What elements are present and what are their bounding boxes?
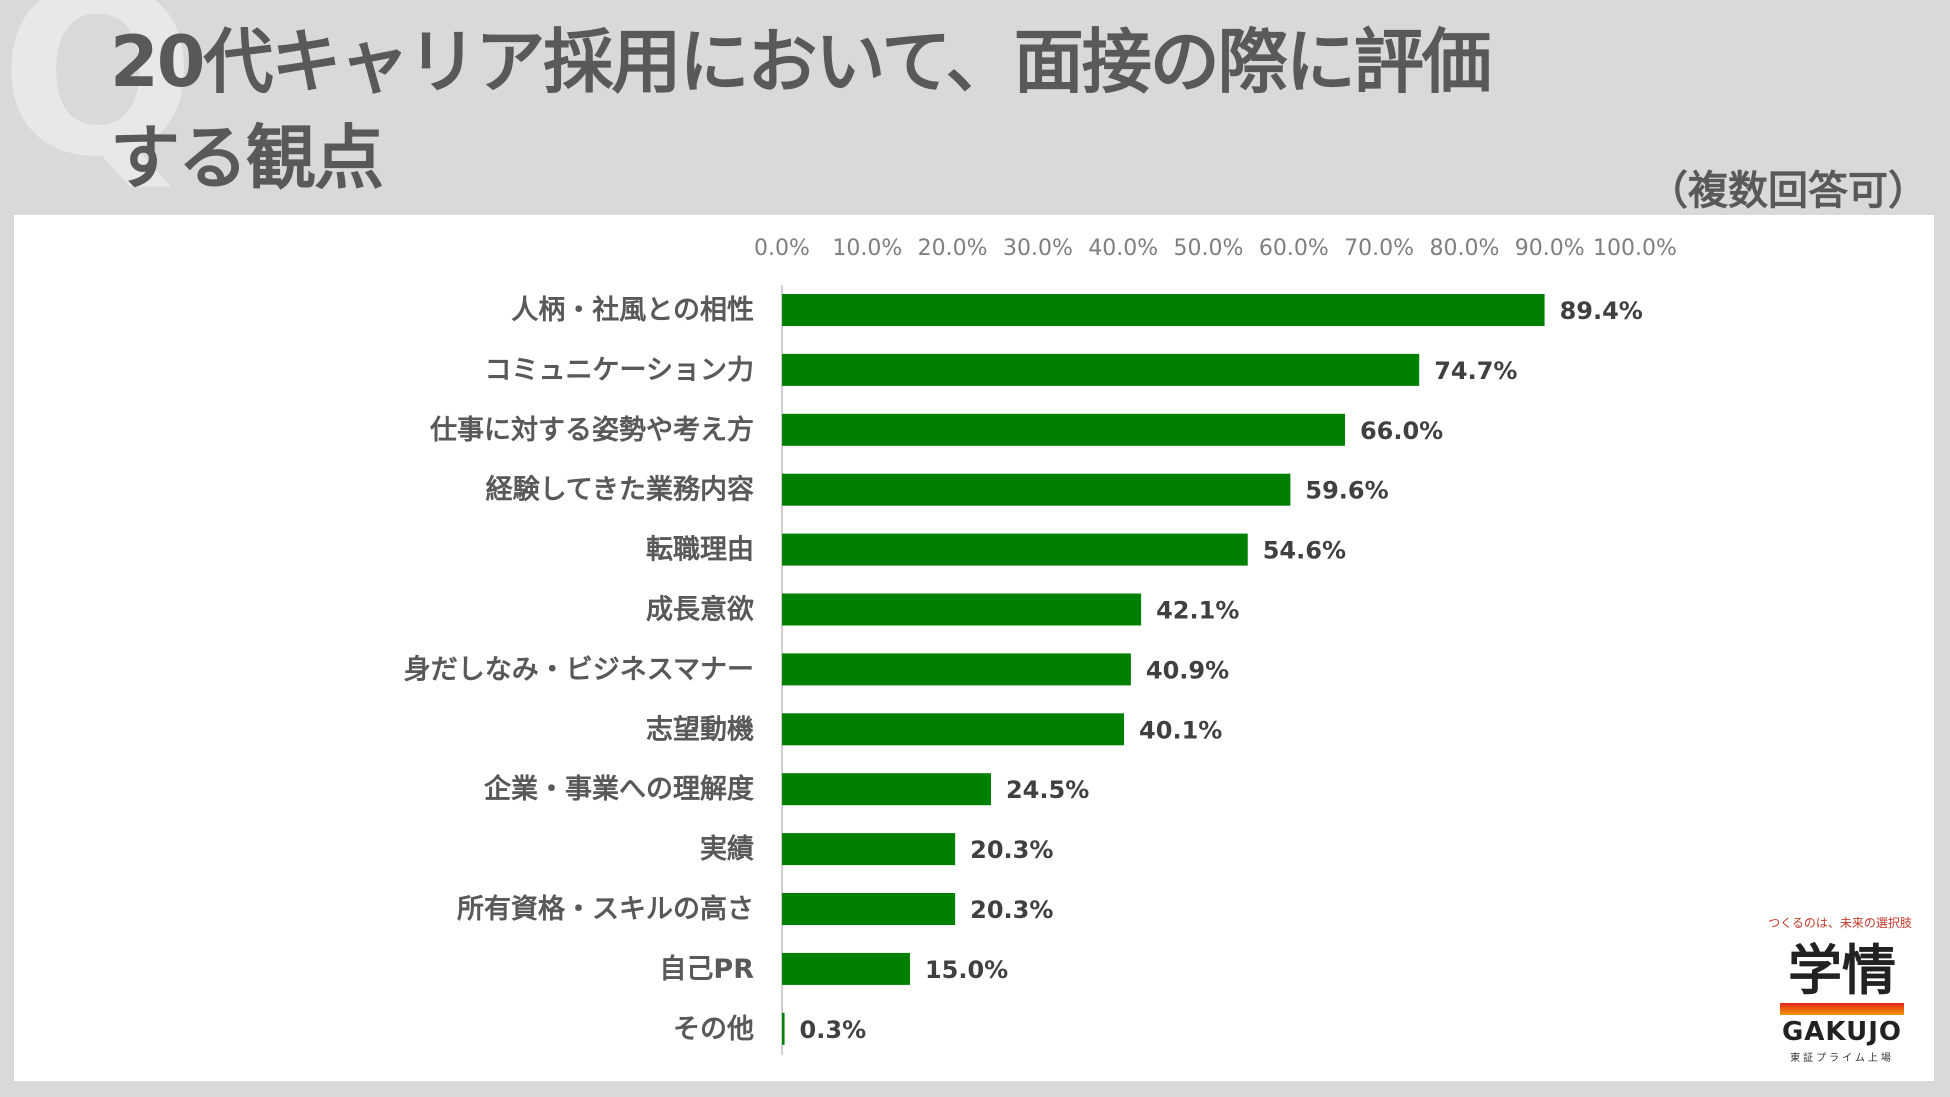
x-tick-label: 50.0% xyxy=(1174,236,1244,261)
page-title: 20代キャリア採用において、面接の際に評価 する観点 xyxy=(110,14,1710,206)
category-label: その他 xyxy=(673,1014,754,1045)
bar xyxy=(782,893,956,925)
category-label: 経験してきた業務内容 xyxy=(486,474,754,506)
bar xyxy=(782,653,1131,686)
category-label: 志望動機 xyxy=(646,714,754,745)
bar xyxy=(782,294,1545,326)
x-tick-label: 80.0% xyxy=(1429,236,1499,261)
data-label: 89.4% xyxy=(1560,297,1643,325)
x-tick-label: 0.0% xyxy=(754,236,810,261)
q-watermark: Q xyxy=(0,0,196,208)
bar xyxy=(782,353,1420,386)
data-label: 20.3% xyxy=(970,896,1053,924)
multiple-answer-note: （複数回答可） xyxy=(1648,168,1928,214)
logo-name: GAKUJO xyxy=(1781,1017,1903,1047)
gakujo-logo: つくるのは、未来の選択肢 学情 GAKUJO 東証プライム上場 xyxy=(1762,914,1922,1064)
data-label: 59.6% xyxy=(1305,477,1388,505)
data-label: 40.1% xyxy=(1139,716,1222,744)
logo-kanji: 学情 xyxy=(1788,939,1896,1002)
data-label: 54.6% xyxy=(1263,537,1346,565)
logo-subtitle: 東証プライム上場 xyxy=(1790,1053,1894,1064)
x-tick-label: 70.0% xyxy=(1344,236,1414,261)
category-label: 仕事に対する姿勢や考え方 xyxy=(429,414,754,446)
category-label: 身だしなみ・ビジネスマナー xyxy=(404,653,754,685)
category-label: 転職理由 xyxy=(646,535,754,566)
category-label: 人柄・社風との相性 xyxy=(511,294,754,326)
data-label: 24.5% xyxy=(1006,776,1089,804)
bar xyxy=(782,773,991,806)
bar xyxy=(782,833,956,866)
data-label: 0.3% xyxy=(800,1016,867,1044)
data-label: 40.9% xyxy=(1146,656,1229,684)
category-label: 所有資格・スキルの高さ xyxy=(457,893,754,925)
x-tick-label: 20.0% xyxy=(918,236,988,261)
logo-tagline: つくるのは、未来の選択肢 xyxy=(1768,916,1912,930)
bar xyxy=(782,413,1345,446)
bar xyxy=(782,952,910,985)
data-label: 15.0% xyxy=(925,956,1008,984)
data-label: 66.0% xyxy=(1360,417,1443,445)
category-label: コミュニケーション力 xyxy=(485,355,754,386)
title-line-2: する観点 xyxy=(110,117,384,199)
chart-panel: 0.0% 10.0% 20.0% 30.0% 40.0% 50.0% 60.0% 70.0% 8… xyxy=(14,215,1934,1081)
logo-stripe xyxy=(1780,1003,1904,1015)
bar xyxy=(782,1012,785,1045)
category-label: 実績 xyxy=(700,833,754,865)
x-tick-label: 40.0% xyxy=(1088,236,1158,261)
data-label: 20.3% xyxy=(970,836,1053,864)
x-tick-label: 30.0% xyxy=(1003,236,1073,261)
bar xyxy=(782,473,1291,506)
x-tick-label: 100.0% xyxy=(1593,236,1677,261)
title-line-1: 20代キャリア採用において、面接の際に評価 xyxy=(110,21,1492,103)
category-label: 成長意欲 xyxy=(646,594,754,626)
x-tick-label: 60.0% xyxy=(1259,236,1329,261)
bar-chart: 0.0% 10.0% 20.0% 30.0% 40.0% 50.0% 60.0% 70.0% 8… xyxy=(404,236,1677,1055)
x-tick-label: 10.0% xyxy=(832,236,902,261)
category-label: 自己PR xyxy=(659,953,754,985)
bar xyxy=(782,593,1142,626)
data-label: 42.1% xyxy=(1156,597,1239,625)
data-label: 74.7% xyxy=(1434,357,1517,385)
bar xyxy=(782,713,1125,746)
category-label: 企業・事業への理解度 xyxy=(484,773,754,805)
x-tick-label: 90.0% xyxy=(1515,236,1585,261)
bar xyxy=(782,533,1248,566)
